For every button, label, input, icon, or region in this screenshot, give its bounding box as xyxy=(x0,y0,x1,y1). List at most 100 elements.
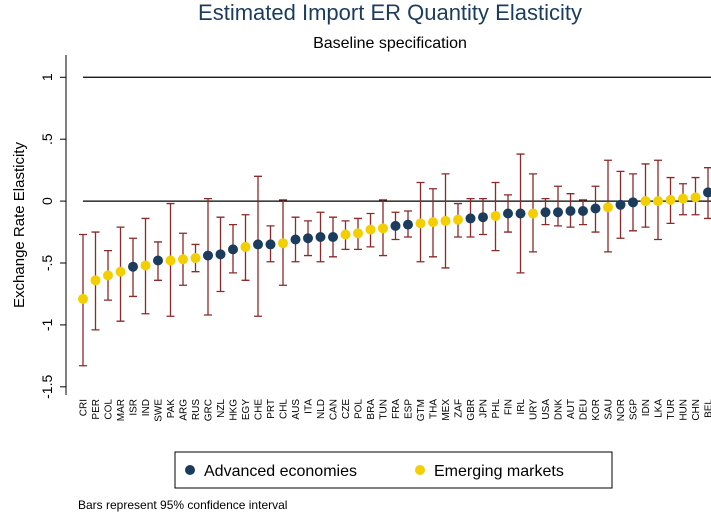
x-tick-label: POL xyxy=(354,399,365,419)
chart-subtitle: Baseline specification xyxy=(313,35,467,52)
x-tick-label: THA xyxy=(429,399,440,419)
data-point xyxy=(628,197,638,208)
y-tick-label: .5 xyxy=(39,133,55,145)
data-point xyxy=(603,202,613,213)
x-tick-label: SWE xyxy=(154,399,165,422)
x-tick-label: CHL xyxy=(279,399,290,419)
data-point xyxy=(640,196,651,207)
legend-label: Advanced economies xyxy=(204,463,357,480)
x-tick-label: CHE xyxy=(254,399,265,420)
data-point xyxy=(378,223,388,234)
x-tick-label: AUT xyxy=(566,399,577,419)
data-point xyxy=(265,239,276,250)
data-point xyxy=(690,192,701,203)
data-point xyxy=(440,215,451,226)
x-tick-label: IND xyxy=(141,399,152,416)
data-point xyxy=(415,218,426,229)
data-point xyxy=(490,210,501,221)
data-point xyxy=(465,213,476,224)
x-tick-label: FIN xyxy=(504,399,515,415)
x-tick-label: SGP xyxy=(629,399,640,420)
data-point xyxy=(278,238,288,249)
x-tick-label: KOR xyxy=(591,399,602,421)
x-tick-label: URY xyxy=(529,399,540,420)
x-tick-label: PHL xyxy=(491,399,502,419)
data-point xyxy=(540,207,551,218)
data-point xyxy=(153,255,163,266)
data-point xyxy=(553,207,563,218)
data-point xyxy=(578,206,588,216)
x-tick-label: ZAF xyxy=(454,399,465,418)
x-tick-label: CZE xyxy=(341,399,352,419)
data-point xyxy=(115,266,126,277)
x-tick-label: GTM xyxy=(416,399,427,421)
x-tick-label: EGY xyxy=(241,399,252,420)
y-axis-label: Exchange Rate Elasticity xyxy=(11,142,28,308)
data-point xyxy=(478,212,488,223)
data-point xyxy=(203,250,213,261)
x-tick-label: CAN xyxy=(329,399,340,420)
data-point xyxy=(528,208,538,219)
y-tick-label: -1.5 xyxy=(39,375,55,399)
x-tick-label: MAR xyxy=(116,399,127,421)
error-bar xyxy=(641,163,650,228)
y-tick-label: 0 xyxy=(39,197,55,205)
data-point xyxy=(615,199,626,210)
data-point xyxy=(240,241,251,252)
data-point xyxy=(290,234,301,245)
data-point xyxy=(215,249,226,260)
data-point xyxy=(390,220,401,231)
data-point xyxy=(503,208,513,219)
footnote: Bars represent 95% confidence interval xyxy=(78,498,287,512)
x-tick-label: ISR xyxy=(129,399,140,416)
data-point xyxy=(353,228,363,239)
data-point xyxy=(303,233,313,244)
x-tick-label: DEU xyxy=(579,399,590,420)
x-tick-label: NOR xyxy=(616,399,627,421)
x-tick-label: GRC xyxy=(204,399,215,421)
x-tick-label: PER xyxy=(91,399,102,420)
data-point xyxy=(340,229,351,240)
x-tick-label: CHN xyxy=(691,399,702,421)
y-tick-label: -.5 xyxy=(39,255,55,272)
data-point xyxy=(253,239,263,250)
x-tick-label: ITA xyxy=(304,399,315,414)
x-tick-label: IRL xyxy=(516,399,527,415)
data-point xyxy=(653,196,663,207)
x-tick-label: PRT xyxy=(266,399,277,419)
x-tick-label: CRI xyxy=(79,399,90,416)
x-tick-label: MEX xyxy=(441,399,452,421)
data-point xyxy=(665,194,676,205)
data-point xyxy=(165,255,176,266)
y-tick-label: 1 xyxy=(39,73,55,81)
y-tick-label: -1 xyxy=(39,318,55,331)
x-tick-label: RUS xyxy=(191,399,202,420)
data-point xyxy=(678,193,688,204)
x-tick-label: ESP xyxy=(404,399,415,419)
data-point xyxy=(515,208,526,219)
data-point xyxy=(703,187,711,198)
data-point xyxy=(228,244,238,255)
data-point xyxy=(78,293,88,304)
data-point xyxy=(140,260,151,271)
data-point xyxy=(190,253,201,264)
x-tick-label: COL xyxy=(104,399,115,420)
legend-box xyxy=(174,451,613,489)
x-tick-label: HKG xyxy=(229,399,240,421)
x-tick-label: PAK xyxy=(166,399,177,419)
x-tick-label: GBR xyxy=(466,399,477,421)
x-tick-label: TUN xyxy=(379,399,390,420)
legend-marker xyxy=(185,465,195,475)
x-tick-label: BEL xyxy=(704,399,711,418)
x-tick-label: FRA xyxy=(391,399,402,419)
data-point xyxy=(428,217,438,228)
x-tick-label: USA xyxy=(541,399,552,420)
x-tick-label: LKA xyxy=(654,399,665,418)
x-tick-label: AUS xyxy=(291,399,302,420)
data-point xyxy=(565,206,576,216)
data-point xyxy=(403,219,413,230)
x-tick-label: HUN xyxy=(679,399,690,421)
x-tick-label: DNK xyxy=(554,399,565,420)
x-tick-label: NLD xyxy=(316,399,327,419)
